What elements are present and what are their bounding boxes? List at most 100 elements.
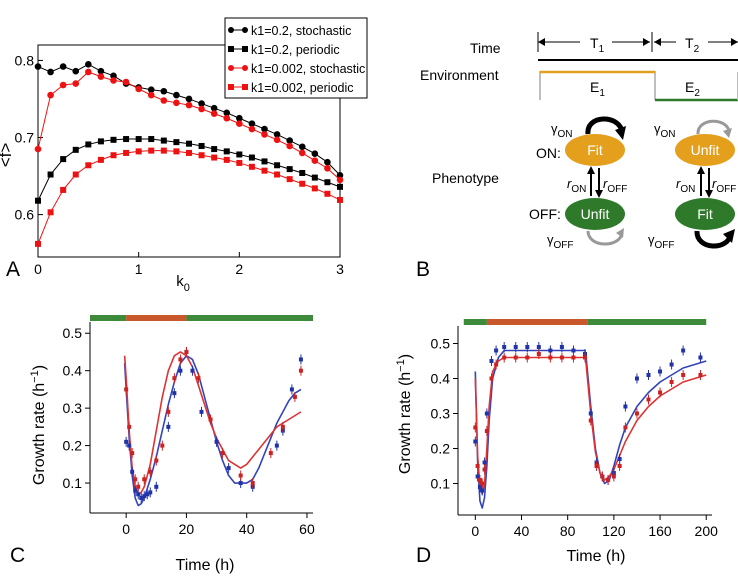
panel-a-data-point — [110, 136, 117, 143]
panel-a-data-point — [298, 143, 306, 151]
panel-a-data-point — [72, 171, 79, 178]
t1-label-bg — [580, 33, 612, 49]
panel-a-data-point — [59, 81, 67, 89]
right-on-unfit-ellipse — [675, 134, 735, 166]
panel-c-data-point — [298, 357, 303, 362]
panel-d-model-curve — [474, 356, 707, 495]
panel-a-legend-marker — [228, 84, 234, 90]
panel-a-data-point — [97, 156, 104, 163]
panel-a-data-point — [185, 95, 193, 103]
panel-a-data-point — [223, 114, 231, 122]
left-on-fit-label: Fit — [587, 142, 603, 158]
panel-a-series-line — [37, 150, 341, 245]
panel-a-data-point — [211, 146, 218, 153]
right-on-unfit-label: Unfit — [691, 142, 720, 158]
panel-a-data-point — [147, 91, 155, 99]
panel-a-data-point — [34, 63, 42, 70]
panel-d-data-point — [669, 380, 674, 384]
panel-d-data-point — [698, 355, 703, 360]
panel-c-data-point — [127, 443, 132, 448]
panel-d-data-point — [646, 373, 651, 377]
panel-c-data-point — [208, 417, 213, 422]
panel-d-data-point — [502, 355, 507, 360]
panel-a-data-point — [311, 174, 318, 181]
panel-c-data-point — [190, 368, 195, 373]
panel-d-data-point — [583, 355, 587, 360]
panel-a-legend-marker — [242, 46, 248, 52]
t1-label: T1 — [590, 35, 605, 55]
panel-a-legend-marker — [228, 46, 234, 52]
panel-a-xlabel: k0 — [176, 273, 190, 294]
panel-d-data-point — [484, 411, 489, 416]
panel-a-data-point — [248, 125, 256, 133]
panel-d-xtick-label: 200 — [695, 523, 719, 539]
panel-a-data-point — [35, 197, 41, 204]
panel-c-data-point — [196, 376, 201, 381]
panel-a-data-point — [186, 140, 192, 147]
panel-a-data-point — [85, 68, 92, 76]
panel-d-data-point — [482, 460, 487, 465]
panel-d-data-point — [634, 376, 639, 381]
panel-d-data-point — [594, 464, 599, 468]
panel-a-legend-marker — [228, 65, 234, 71]
panel-d-data-point — [548, 355, 553, 360]
panel-a-data-point — [173, 99, 180, 107]
panel-d-data-point — [536, 345, 541, 349]
right-r-on-label: rON — [676, 176, 695, 195]
panel-c-data-point — [139, 496, 144, 501]
panel-a-data-point — [122, 78, 130, 86]
left-off-unfit-ellipse — [565, 198, 625, 230]
panel-c-data-point — [145, 492, 150, 497]
panel-c-data-point — [124, 439, 129, 444]
panel-d-chart: 0 40 80 120 160 200 0.1 0.2 0.3 0.4 0.5 — [431, 319, 719, 539]
panel-d-data-point — [623, 404, 628, 409]
panel-c-data-point — [172, 391, 177, 396]
e1-label: E1 — [590, 79, 605, 99]
panel-d-environment-bar-segment — [486, 319, 588, 325]
panel-a-data-point — [123, 149, 130, 156]
panel-d-xlabel: Time (h) — [567, 548, 626, 565]
panel-a-data-point — [160, 147, 167, 154]
panel-d-data-point — [669, 362, 674, 367]
panel-c-data-point — [130, 451, 135, 456]
panel-a-data-point — [261, 131, 268, 138]
panel-c-data-point — [178, 368, 183, 373]
panel-a-data-point — [160, 137, 167, 144]
panel-a-data-point — [123, 136, 130, 143]
panel-d-data-point — [502, 345, 507, 349]
right-gamma-on-label: γON — [654, 121, 676, 140]
panel-a-data-point — [261, 158, 268, 165]
panel-a-data-point — [72, 146, 79, 153]
t2-left-arrowhead — [654, 38, 661, 46]
panel-d-data-point — [484, 429, 489, 433]
panel-a-data-point — [337, 183, 343, 190]
panel-a-data-point — [135, 85, 142, 93]
right-off-fit-label: Fit — [697, 206, 713, 222]
panel-a-data-point — [97, 67, 105, 75]
panel-c-ytick-label: 0.5 — [63, 325, 83, 341]
panel-c-data-point — [250, 481, 255, 486]
panel-d-data-point — [559, 355, 564, 360]
panel-c-data-point — [226, 466, 231, 471]
panel-a-data-point — [185, 101, 193, 109]
panel-d-ytick-label: 0.1 — [431, 476, 451, 492]
panel-d-data-point — [617, 457, 622, 461]
panel-d-data-point — [513, 355, 518, 360]
panel-a-data-point — [336, 176, 344, 184]
panel-d-ylabel: Growth rate (h−1) — [395, 354, 414, 474]
panel-a-data-point — [110, 77, 117, 84]
panel-a-data-point — [248, 163, 255, 170]
panel-c-data-point — [166, 424, 171, 429]
panel-c-data-point — [136, 484, 141, 489]
panel-a-data-point — [337, 196, 343, 203]
environment-label: Environment — [420, 67, 499, 83]
panel-a-data-point — [248, 120, 256, 127]
panel-a-data-point — [135, 148, 142, 155]
panel-c-data-point — [280, 424, 285, 429]
panel-d-data-point — [477, 485, 482, 489]
panel-a-data-point — [236, 159, 243, 166]
panel-c-xtick-label: 40 — [239, 521, 255, 537]
panel-d-data-point — [658, 369, 663, 374]
panel-d-data-point — [588, 411, 593, 416]
